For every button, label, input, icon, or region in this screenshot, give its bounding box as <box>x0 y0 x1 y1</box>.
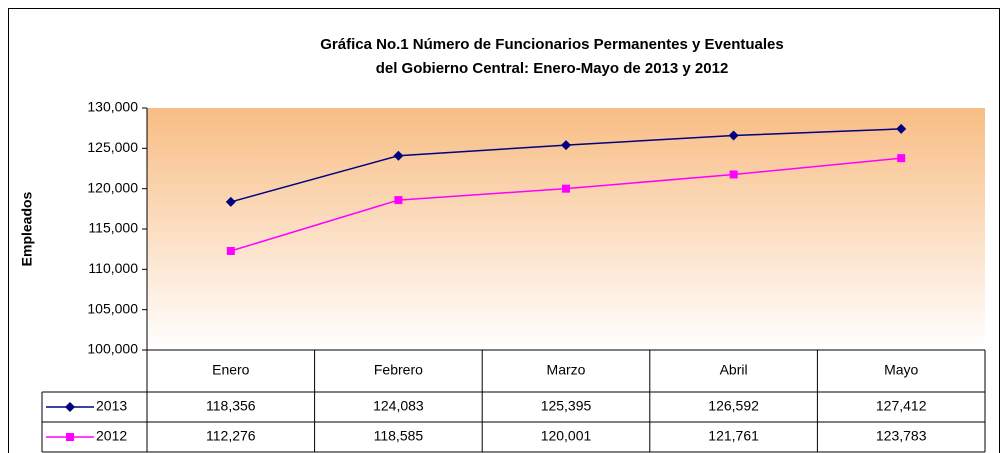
marker <box>226 246 235 255</box>
chart-title: del Gobierno Central: Enero-Mayo de 2013… <box>376 60 729 77</box>
data-table-cell: 126,592 <box>708 398 759 414</box>
data-table-cell: 127,412 <box>876 398 927 414</box>
legend-marker <box>66 433 74 441</box>
marker <box>562 184 570 193</box>
data-table-cell: 124,083 <box>373 398 424 414</box>
legend-label: 2012 <box>96 428 127 444</box>
marker <box>728 130 739 141</box>
data-table-cell: 121,761 <box>708 428 759 444</box>
x-tick-label: Abril <box>720 362 748 378</box>
y-axis-label: Empleados <box>19 191 35 266</box>
data-table-cell: 120,001 <box>541 428 592 444</box>
legend-label: 2013 <box>96 398 127 414</box>
y-tick-label: 100,000 <box>87 341 138 357</box>
y-tick-label: 110,000 <box>88 260 138 276</box>
marker <box>896 123 907 134</box>
y-tick-label: 130,000 <box>87 99 138 115</box>
marker <box>393 150 404 161</box>
data-table-cell: 123,783 <box>876 428 927 444</box>
marker <box>561 140 571 151</box>
chart-title: Gráfica No.1 Número de Funcionarios Perm… <box>320 36 783 53</box>
marker <box>897 154 906 163</box>
data-table-cell: 118,585 <box>374 428 424 444</box>
x-tick-label: Febrero <box>374 362 423 378</box>
x-tick-label: Enero <box>212 362 250 378</box>
data-table-cell: 125,395 <box>541 398 592 414</box>
legend-marker <box>65 402 75 412</box>
marker <box>394 196 403 205</box>
x-tick-label: Mayo <box>884 362 918 378</box>
x-tick-label: Marzo <box>547 362 586 378</box>
y-tick-label: 125,000 <box>87 139 138 155</box>
y-tick-label: 120,000 <box>87 179 138 195</box>
data-table-cell: 118,356 <box>206 398 256 414</box>
marker <box>225 196 236 207</box>
y-tick-label: 105,000 <box>87 300 138 316</box>
data-table-cell: 112,276 <box>206 428 256 444</box>
y-tick-label: 115,000 <box>88 220 138 236</box>
marker <box>729 170 738 179</box>
